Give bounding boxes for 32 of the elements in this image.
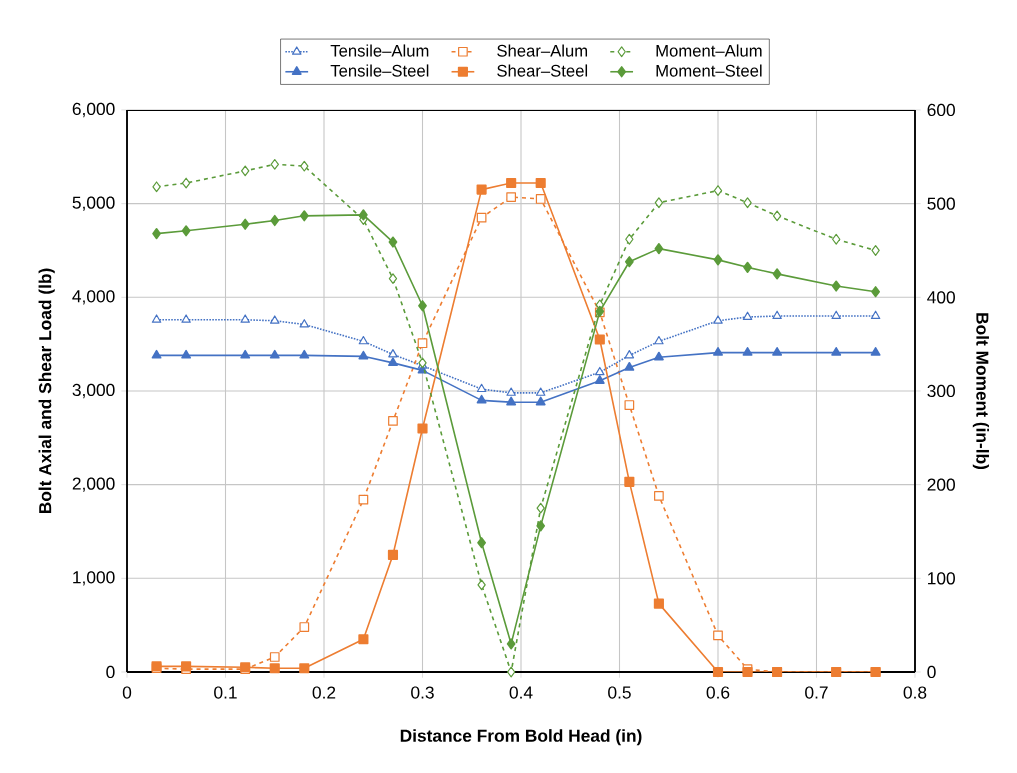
legend-label: Moment–Alum <box>656 44 762 57</box>
x-tick-label: 0.3 <box>411 686 434 699</box>
y-tick-label: 6,000 <box>72 102 115 118</box>
y-tick-label: 4,000 <box>72 290 115 305</box>
x-tick-label: 0.8 <box>903 686 927 699</box>
x-axis-title: Distance From Bold Head (in) <box>400 729 642 746</box>
y2-tick-label: 600 <box>927 103 955 117</box>
legend-label: Moment–Steel <box>656 64 762 77</box>
x-tick-label: 0.1 <box>214 686 237 699</box>
legend-label: Tensile–Alum <box>330 44 429 57</box>
x-tick-label: 0.2 <box>312 686 336 699</box>
legend-label: Shear–Alum <box>497 44 588 57</box>
y2-tick-label: 0 <box>927 665 936 679</box>
y2-tick-label: 500 <box>927 197 955 210</box>
y-tick-label: 5,000 <box>72 196 115 211</box>
x-tick-label: 0.5 <box>608 686 631 699</box>
x-tick-label: 0.7 <box>805 686 828 699</box>
x-tick-label: 0.4 <box>509 686 533 699</box>
y-tick-label: 3,000 <box>72 383 115 399</box>
legend-label: Shear–Steel <box>497 64 588 77</box>
y-axis-title: Bolt Axial and Shear Load (lb) <box>38 268 55 514</box>
y2-tick-label: 100 <box>928 572 955 585</box>
y2-tick-label: 400 <box>927 291 955 304</box>
x-tick-label: 0 <box>122 686 132 699</box>
legend-label: Tensile–Steel <box>330 64 429 77</box>
y-tick-label: 0 <box>106 665 115 679</box>
y2-tick-label: 300 <box>927 384 955 398</box>
y2-axis-title: Bolt Moment (in-lb) <box>972 313 989 470</box>
y-tick-label: 2,000 <box>72 477 115 492</box>
y2-tick-label: 200 <box>927 478 955 491</box>
x-tick-label: 0.6 <box>706 686 730 699</box>
y-tick-label: 1,000 <box>73 571 115 586</box>
